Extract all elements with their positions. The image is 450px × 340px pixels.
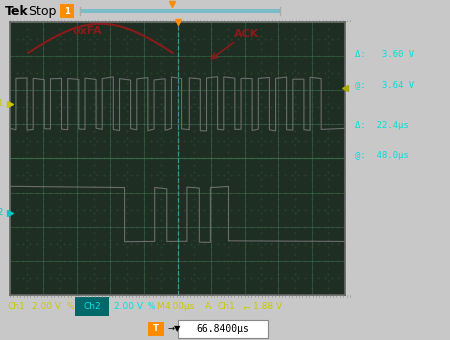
Text: Stop: Stop [28,4,56,18]
Text: T: T [153,324,159,334]
Text: M: M [156,302,164,311]
Bar [148,322,164,336]
Text: 1: 1 [64,6,70,16]
Text: 0xFA: 0xFA [72,26,102,36]
Text: Ch2: Ch2 [83,302,101,311]
Text: %: % [67,302,74,311]
Text: ACK: ACK [234,29,259,39]
Text: 2: 2 [0,208,2,218]
Text: →▼: →▼ [168,324,181,334]
Text: 66.8400μs: 66.8400μs [197,324,249,334]
Text: Ch1: Ch1 [8,302,26,311]
Bar [75,297,109,316]
Text: 1.88 V: 1.88 V [253,302,282,311]
Text: Δ:   3.60 V: Δ: 3.60 V [355,50,414,59]
Text: @:   3.64 V: @: 3.64 V [355,80,414,89]
Bar [80,9,280,13]
Bar [60,4,74,18]
Text: ⌐: ⌐ [243,302,251,312]
Text: Δ:  22.4μs: Δ: 22.4μs [355,121,408,130]
Text: A: A [205,302,211,311]
Text: 1: 1 [0,99,2,108]
Text: 2.00 V: 2.00 V [114,302,143,311]
Bar [178,320,268,338]
Text: Tek: Tek [5,4,29,18]
Text: @:  48.0μs: @: 48.0μs [355,151,408,160]
Text: Ch1: Ch1 [217,302,235,311]
Text: 4.00µs: 4.00µs [165,302,195,311]
Text: 2.00 V: 2.00 V [32,302,61,311]
Text: %: % [148,302,155,311]
